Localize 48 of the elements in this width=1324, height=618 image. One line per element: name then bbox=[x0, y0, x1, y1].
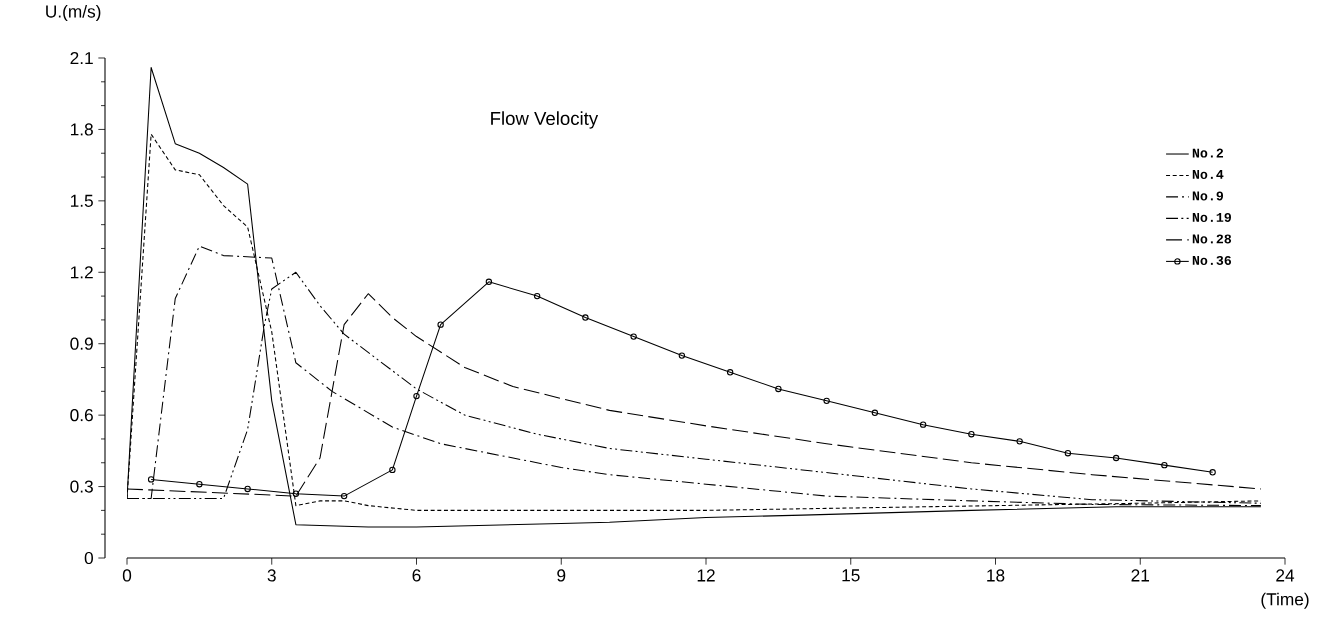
point bbox=[437, 321, 444, 328]
legend-label: No.36 bbox=[1192, 255, 1232, 265]
legend-label: No.28 bbox=[1192, 234, 1232, 244]
point bbox=[1112, 454, 1120, 462]
text: Flow Velocity bbox=[491, 111, 599, 129]
point bbox=[726, 369, 734, 376]
y-tick-label: 0.9 bbox=[70, 337, 93, 350]
legend-label: No.19 bbox=[1192, 212, 1231, 222]
x-tick-label: 15 bbox=[842, 569, 860, 582]
point bbox=[1016, 438, 1023, 445]
x-tick-label: 6 bbox=[412, 569, 421, 582]
y-tick-label: 0.3 bbox=[70, 480, 93, 493]
legend-label: No.9 bbox=[1192, 191, 1224, 201]
point bbox=[630, 333, 637, 340]
point bbox=[244, 485, 251, 493]
point bbox=[485, 278, 493, 285]
x-tick-label: 12 bbox=[697, 569, 715, 582]
point bbox=[292, 490, 300, 497]
legend-label: No.4 bbox=[1192, 170, 1224, 179]
y-tick-label: 0.6 bbox=[70, 409, 93, 422]
y-tick-label: 1.5 bbox=[70, 194, 93, 207]
point bbox=[413, 392, 420, 400]
point bbox=[775, 385, 782, 393]
point bbox=[196, 481, 203, 488]
point bbox=[533, 292, 541, 300]
point bbox=[1161, 461, 1168, 469]
point bbox=[823, 397, 830, 405]
x-tick-label: 18 bbox=[987, 569, 1005, 582]
y-tick-label: 0 bbox=[84, 551, 93, 565]
point bbox=[340, 492, 348, 500]
x-axis-title: (Time) bbox=[1261, 592, 1309, 609]
y-tick-label: 1.2 bbox=[70, 266, 93, 279]
point bbox=[968, 431, 975, 438]
x-tick-label: 3 bbox=[267, 569, 276, 582]
point bbox=[582, 314, 589, 321]
y-axis-title: U.(m/s) bbox=[46, 4, 101, 22]
point bbox=[389, 466, 396, 474]
x-tick-label: 9 bbox=[557, 569, 566, 582]
point bbox=[871, 409, 879, 416]
point bbox=[678, 352, 686, 359]
x-tick-label: 21 bbox=[1131, 569, 1150, 582]
x-tick-label: 0 bbox=[122, 569, 132, 582]
y-tick-label: 1.8 bbox=[70, 123, 93, 136]
legend-label: No.2 bbox=[1192, 148, 1224, 158]
x-tick-label: 24 bbox=[1276, 569, 1295, 582]
point bbox=[1064, 450, 1072, 457]
point bbox=[919, 421, 927, 428]
y-tick-label: 2.1 bbox=[70, 51, 93, 65]
